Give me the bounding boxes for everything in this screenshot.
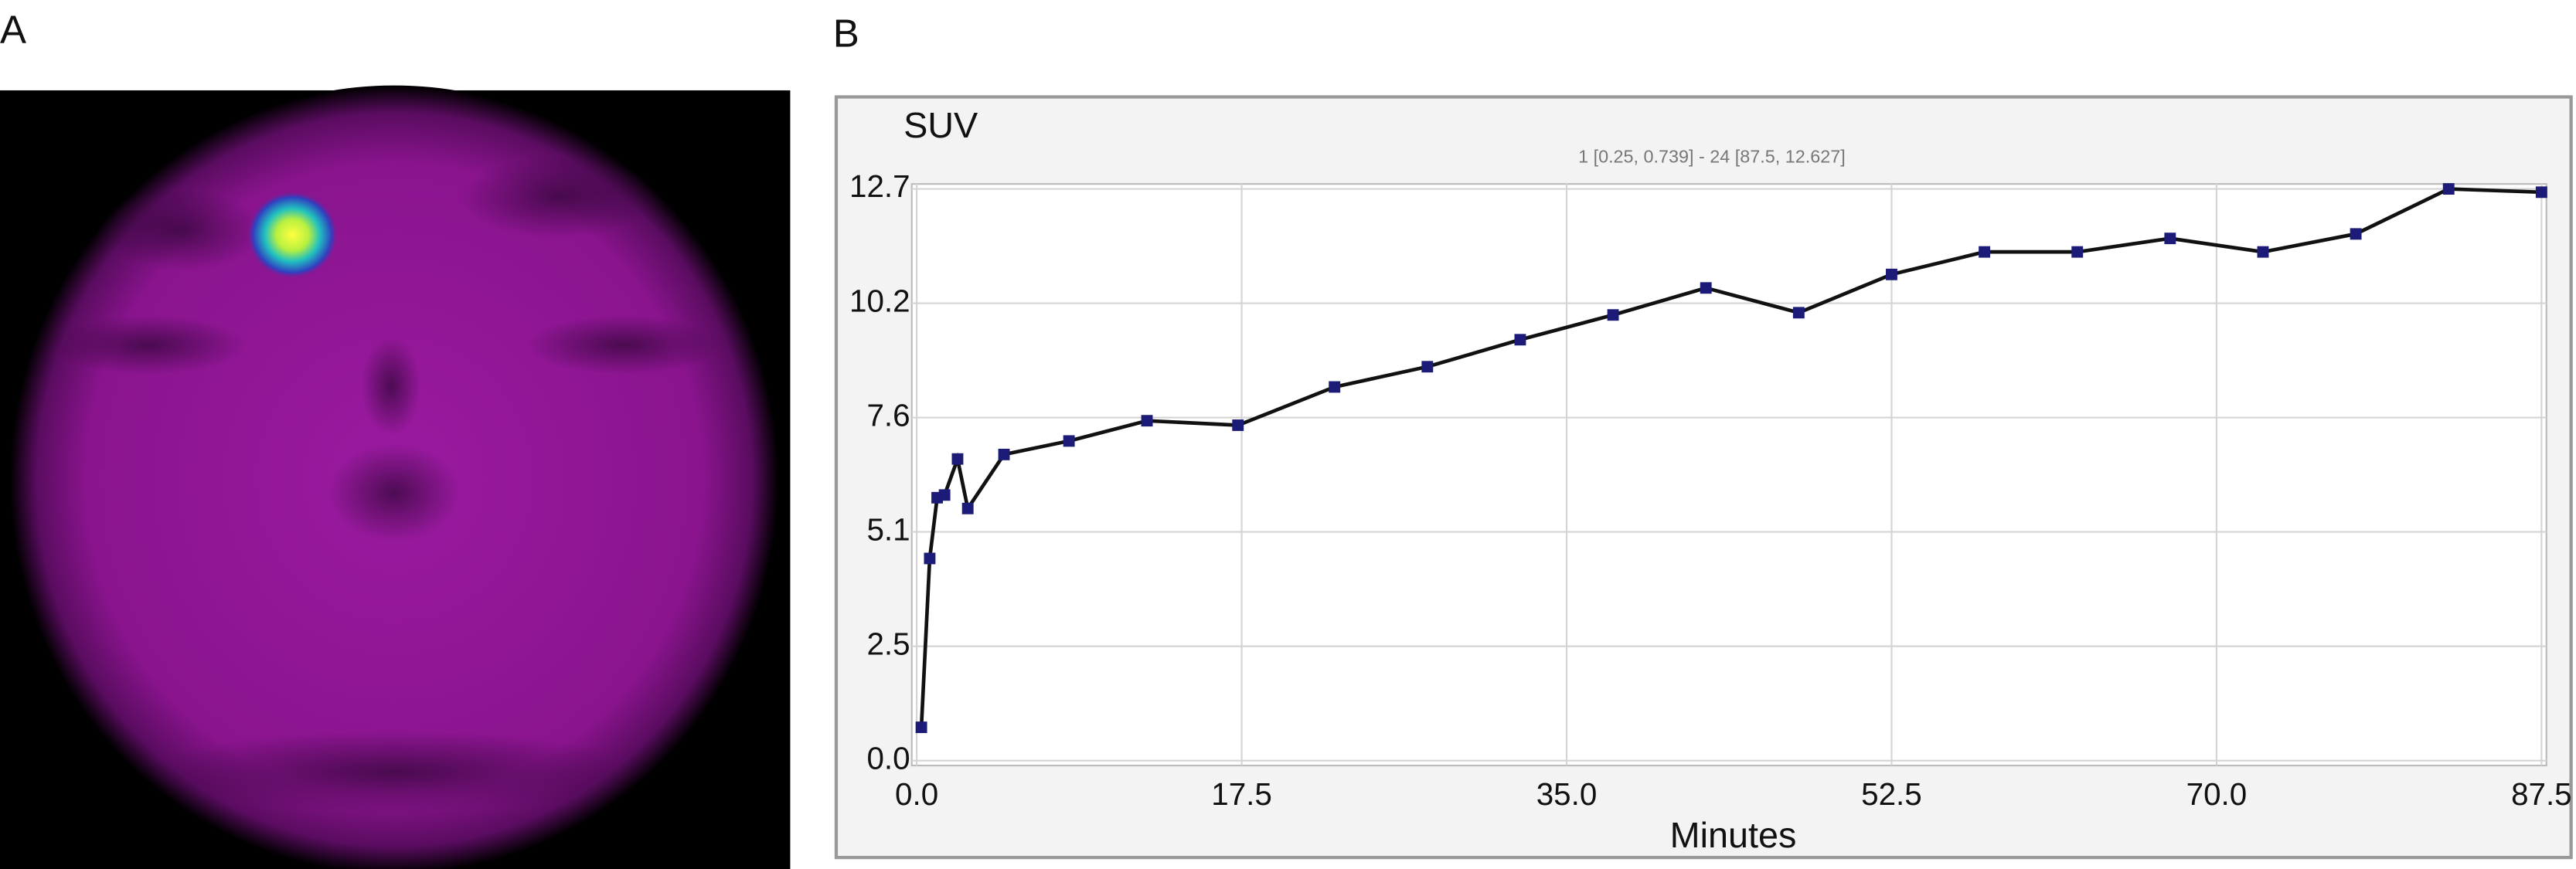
y-axis-label: SUV <box>903 105 978 145</box>
data-point <box>2257 246 2269 258</box>
data-line <box>919 187 2542 728</box>
data-point <box>1421 361 1434 373</box>
annotation: 1 [0.25, 0.739] - 24 [87.5, 12.627] <box>1578 146 1846 166</box>
data-point <box>1514 334 1526 346</box>
data-point <box>2350 228 2362 240</box>
data-point <box>1141 415 1153 427</box>
y-tick-label: 7.6 <box>866 397 910 433</box>
panel-label: B <box>833 11 859 55</box>
y-tick-label: 0.0 <box>866 740 910 776</box>
y-tick-label: 10.2 <box>849 283 910 318</box>
data-point <box>1063 435 1075 447</box>
plot-area <box>910 183 2547 767</box>
pet-image <box>0 85 791 869</box>
data-point <box>2164 233 2176 245</box>
data-point <box>951 453 964 465</box>
data-point <box>915 721 927 734</box>
x-tick-label: 35.0 <box>1536 776 1598 812</box>
x-tick-label: 87.5 <box>2511 776 2572 812</box>
data-point <box>2442 183 2455 195</box>
data-point <box>998 448 1010 460</box>
data-point <box>1232 419 1244 431</box>
data-point <box>1700 282 1712 294</box>
data-point <box>1979 246 1991 258</box>
y-tick-label: 12.7 <box>849 168 910 204</box>
data-point <box>961 502 974 514</box>
y-tick-label: 2.5 <box>866 626 910 661</box>
x-tick-label: 52.5 <box>1861 776 1922 812</box>
data-point <box>1607 309 1619 321</box>
x-axis-label: Minutes <box>1670 815 1797 855</box>
y-tick-label: 5.1 <box>866 511 910 547</box>
data-point <box>1792 307 1805 319</box>
data-point <box>938 489 951 501</box>
x-tick-label: 0.0 <box>895 776 938 812</box>
data-point <box>924 552 936 565</box>
x-tick-label: 70.0 <box>2186 776 2248 812</box>
data-point <box>2071 246 2084 258</box>
data-point <box>1329 381 1341 393</box>
x-tick-label: 17.5 <box>1211 776 1272 812</box>
data-point <box>2535 186 2547 199</box>
data-point <box>1886 268 1897 280</box>
panel-label: A <box>0 8 26 52</box>
